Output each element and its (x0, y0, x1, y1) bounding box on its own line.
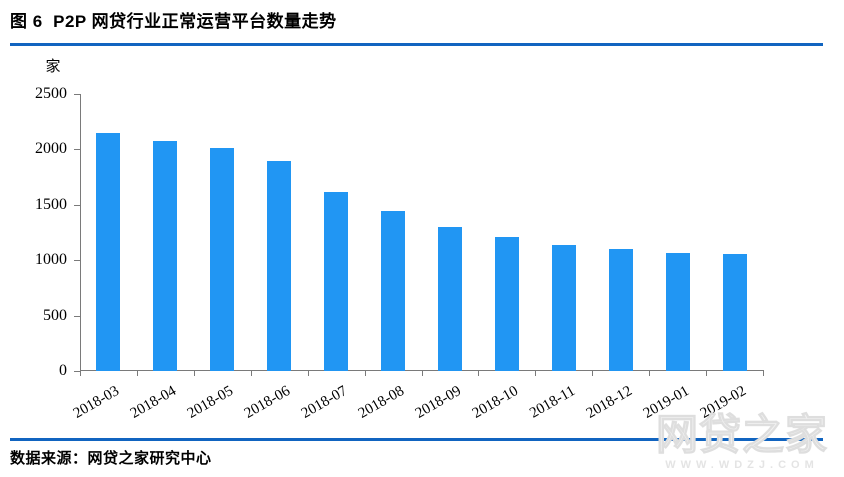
y-tick-label: 2000 (35, 140, 67, 158)
top-rule (10, 43, 823, 46)
x-tick (251, 371, 252, 376)
y-tick-label: 2500 (35, 85, 67, 102)
bar-2018-11 (552, 245, 576, 371)
figure-title: 图 6 P2P 网贷行业正常运营平台数量走势 (10, 12, 337, 31)
x-tick (535, 371, 536, 376)
bar-2018-10 (495, 237, 519, 371)
x-tick (592, 371, 593, 376)
bar-2018-05 (210, 148, 234, 371)
x-tick (706, 371, 707, 376)
y-tick (74, 94, 80, 95)
x-tick (80, 371, 81, 376)
y-tick (74, 316, 80, 317)
x-tick (194, 371, 195, 376)
y-axis-unit-label: 家 (45, 59, 61, 75)
y-tick (74, 205, 80, 206)
x-tick (478, 371, 479, 376)
x-tick (422, 371, 423, 376)
x-tick (137, 371, 138, 376)
bar-2018-09 (438, 227, 462, 371)
y-tick-label: 500 (43, 306, 67, 324)
y-tick (74, 149, 80, 150)
bar-2018-04 (153, 141, 177, 371)
y-axis-line (80, 94, 81, 371)
y-tick-label: 0 (59, 362, 67, 379)
x-tick (763, 371, 764, 376)
bar-2018-03 (96, 133, 120, 371)
bar-2018-12 (609, 249, 633, 371)
bottom-rule (10, 438, 823, 441)
y-tick (74, 371, 80, 372)
source-text: 数据来源：网贷之家研究中心 (10, 450, 212, 467)
bar-2019-02 (723, 254, 747, 371)
bar-2019-01 (666, 253, 690, 371)
bar-2018-06 (267, 161, 291, 371)
y-tick-label: 1500 (35, 195, 67, 213)
bar-2018-08 (381, 211, 405, 371)
y-tick (74, 260, 80, 261)
bar-2018-07 (324, 192, 348, 371)
x-tick (308, 371, 309, 376)
y-tick-label: 1000 (35, 251, 67, 269)
x-axis-line (80, 370, 764, 371)
x-tick (365, 371, 366, 376)
x-tick (649, 371, 650, 376)
